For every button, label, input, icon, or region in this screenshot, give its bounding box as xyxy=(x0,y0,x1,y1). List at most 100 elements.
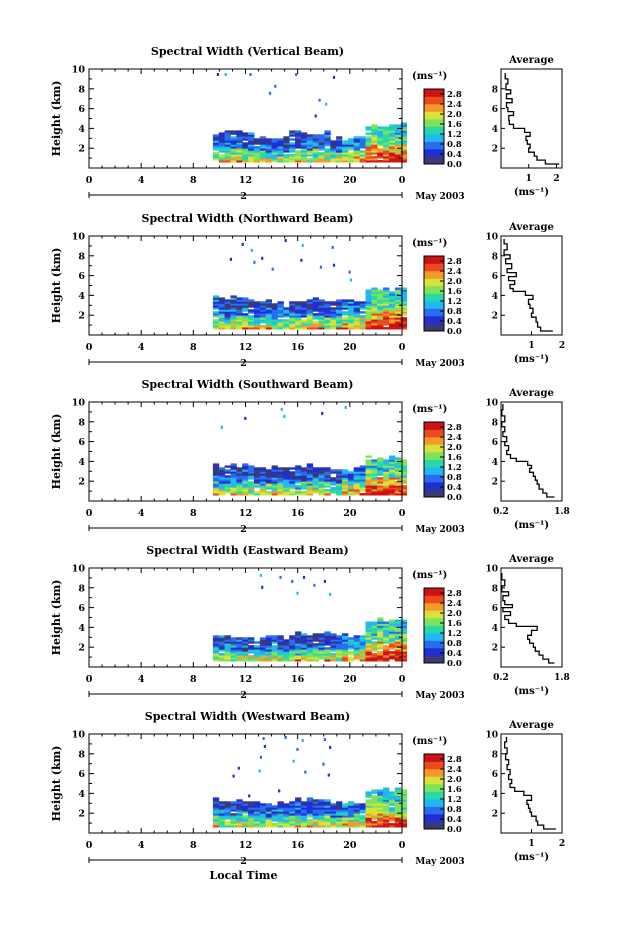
colorbar-swatch xyxy=(424,149,444,152)
heatmap-cell xyxy=(394,293,402,296)
heatmap-cell xyxy=(300,477,308,480)
heatmap-cell xyxy=(265,643,272,646)
heatmap-cell xyxy=(342,633,349,636)
heatmap-cell xyxy=(259,485,267,488)
heatmap-cell xyxy=(306,493,314,496)
heatmap-cell xyxy=(324,803,331,806)
heatmap-cell xyxy=(377,799,384,802)
heatmap-cell xyxy=(312,639,319,642)
y-tick-label: 2 xyxy=(78,477,85,488)
heatmap-cell xyxy=(383,299,390,302)
heatmap-cell xyxy=(212,805,220,808)
heatmap-cell xyxy=(400,639,407,642)
heatmap-cell xyxy=(318,637,325,640)
heatmap-cell xyxy=(353,327,360,330)
heatmap-cell xyxy=(336,138,343,141)
heatmap-cell xyxy=(306,463,314,466)
heatmap-cell xyxy=(230,483,237,486)
heatmap-cell xyxy=(394,130,402,133)
heatmap-cell xyxy=(318,483,325,486)
heatmap-cell xyxy=(306,815,314,818)
heatmap-cell xyxy=(330,481,337,484)
average-x-tick-label: 1.8 xyxy=(554,507,570,517)
sparse-echo xyxy=(323,579,326,583)
heatmap-cell xyxy=(400,319,407,322)
heatmap-cell xyxy=(212,323,220,326)
heatmap-cell xyxy=(394,301,402,304)
heatmap-cell xyxy=(347,475,355,478)
average-y-tick-label: 10 xyxy=(485,565,498,575)
average-title: Average xyxy=(508,720,554,731)
heatmap-cell xyxy=(242,487,249,490)
heatmap-cell xyxy=(306,317,314,320)
heatmap-cell xyxy=(265,158,272,161)
heatmap-cell xyxy=(242,160,249,163)
average-profile-line xyxy=(504,73,560,165)
heatmap-cell xyxy=(277,635,284,638)
heatmap-cell xyxy=(259,647,267,650)
heatmap-cell xyxy=(342,811,349,814)
heatmap-cell xyxy=(236,142,243,145)
heatmap-cell xyxy=(383,311,390,314)
heatmap-cell xyxy=(300,491,308,494)
heatmap-cell xyxy=(377,293,384,296)
heatmap-cell xyxy=(400,475,407,478)
heatmap-cell xyxy=(265,821,272,824)
heatmap-cell xyxy=(312,811,319,814)
heatmap-cell xyxy=(394,150,402,153)
heatmap-cell xyxy=(242,639,249,642)
heatmap-cell xyxy=(394,311,402,314)
heatmap-cell xyxy=(300,647,308,650)
heatmap-cell xyxy=(389,651,396,654)
heatmap-cell xyxy=(394,803,402,806)
heatmap-cell xyxy=(236,485,243,488)
heatmap-cell xyxy=(218,317,226,320)
heatmap-cell xyxy=(242,303,249,306)
sparse-echo xyxy=(318,98,321,102)
heatmap-cell xyxy=(236,303,243,306)
heatmap-cell xyxy=(283,485,290,488)
heatmap-cell xyxy=(359,140,366,143)
heatmap-cell xyxy=(383,287,390,290)
heatmap-cell xyxy=(377,485,384,488)
heatmap-cell xyxy=(218,305,226,308)
colorbar-swatch xyxy=(424,464,444,468)
heatmap-cell xyxy=(289,649,296,652)
heatmap-cell xyxy=(400,647,407,650)
heatmap-cell xyxy=(383,645,390,648)
heatmap-cell xyxy=(389,325,396,328)
heatmap-cell xyxy=(271,469,278,472)
heatmap-cell xyxy=(347,305,355,308)
heatmap-cell xyxy=(295,473,302,476)
heatmap-cell xyxy=(295,805,302,808)
heatmap-cell xyxy=(306,142,314,145)
heatmap-cell xyxy=(394,811,402,814)
heatmap-cell xyxy=(389,491,396,494)
heatmap-cell xyxy=(295,637,302,640)
heatmap-cell xyxy=(389,809,396,812)
heatmap-cell xyxy=(212,807,220,810)
heatmap-cell xyxy=(289,160,296,163)
heatmap-cell xyxy=(394,289,402,292)
heatmap-cell xyxy=(283,146,290,149)
heatmap-cell xyxy=(242,485,249,488)
heatmap-cell xyxy=(248,140,255,143)
heatmap-cell xyxy=(342,645,349,648)
heatmap-cell xyxy=(277,313,284,316)
heatmap-cell xyxy=(394,134,402,137)
heatmap-cell xyxy=(271,483,278,486)
heatmap-cell xyxy=(353,805,360,808)
sparse-echo xyxy=(271,267,274,271)
panel-2: Spectral Width (Northward Beam)Height (k… xyxy=(50,212,565,369)
heatmap-cell xyxy=(330,144,337,147)
heatmap-cell xyxy=(277,823,284,826)
heatmap-cell xyxy=(359,489,366,492)
heatmap-cell xyxy=(377,627,384,630)
heatmap-cell xyxy=(342,651,349,654)
x-tick-label: 12 xyxy=(239,674,252,685)
heatmap-cell xyxy=(371,803,378,806)
heatmap-cell xyxy=(248,809,255,812)
x-tick-label: 0 xyxy=(86,674,93,685)
heatmap-cell xyxy=(353,657,360,660)
date-label: 2 xyxy=(240,524,247,535)
